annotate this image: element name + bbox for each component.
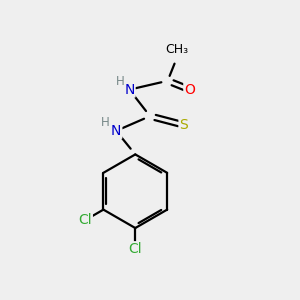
Text: CH₃: CH₃ [165, 44, 188, 56]
Text: N: N [111, 124, 121, 138]
Text: Cl: Cl [78, 213, 92, 227]
Text: S: S [179, 118, 188, 132]
Text: O: O [184, 82, 195, 97]
Text: H: H [100, 116, 109, 129]
Text: N: N [124, 82, 135, 97]
Text: Cl: Cl [128, 242, 142, 256]
Text: H: H [116, 75, 124, 88]
